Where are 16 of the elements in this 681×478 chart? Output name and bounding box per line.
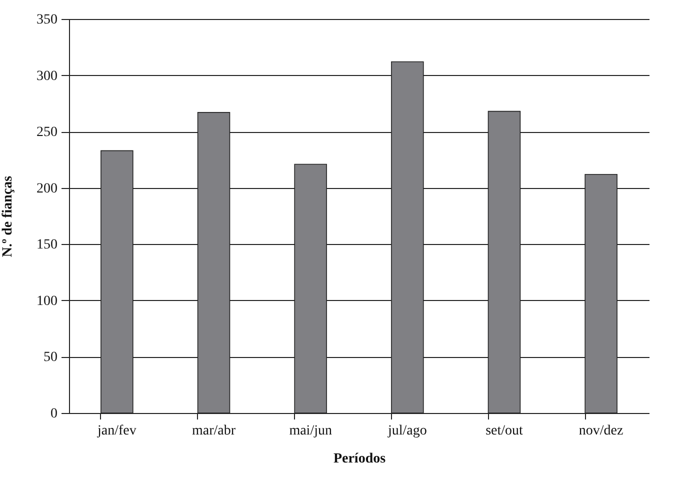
y-tick-label: 50 bbox=[44, 350, 58, 366]
x-tick-label: mar/abr bbox=[192, 424, 236, 438]
y-tick-label: 350 bbox=[36, 12, 58, 28]
y-tick-label: 250 bbox=[36, 125, 58, 140]
x-tick-label: jul/ago bbox=[386, 424, 427, 438]
x-axis-title: Períodos bbox=[333, 452, 386, 466]
y-axis-title: N.º de fianças bbox=[0, 175, 16, 258]
x-tick-label: nov/dez bbox=[578, 424, 624, 438]
x-tick-label: jan/fev bbox=[96, 424, 136, 438]
x-tick-label: mai/jun bbox=[289, 424, 332, 438]
x-tick-label: set/out bbox=[486, 424, 524, 438]
y-tick-label: 200 bbox=[36, 181, 58, 196]
y-tick-label: 100 bbox=[36, 294, 58, 309]
y-tick-label: 150 bbox=[36, 238, 58, 253]
y-tick-label: 300 bbox=[36, 68, 58, 84]
y-tick-label: 0 bbox=[50, 406, 58, 422]
